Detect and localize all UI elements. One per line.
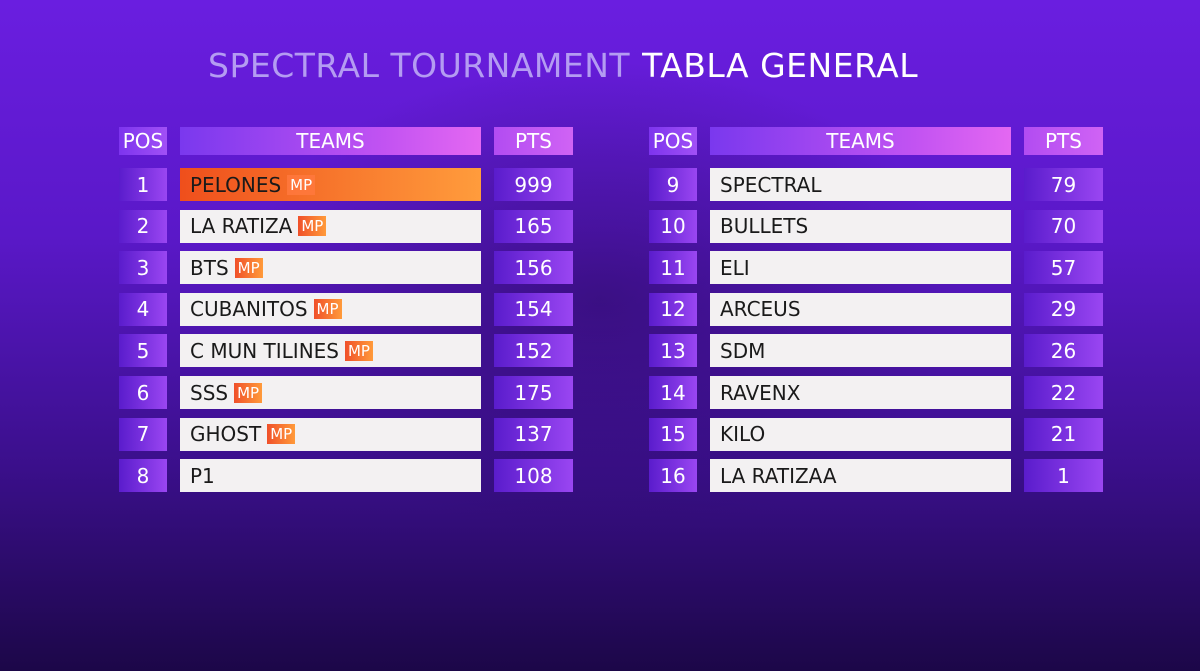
team-name: C MUN TILINES xyxy=(190,338,339,363)
team-name: SPECTRAL xyxy=(720,172,822,197)
team-name: ARCEUS xyxy=(720,297,801,322)
team-cell: P1 xyxy=(180,459,481,493)
team-name: CUBANITOS xyxy=(190,297,308,322)
points: 165 xyxy=(494,209,573,243)
mp-badge: MP xyxy=(313,299,342,320)
team-name: ELI xyxy=(720,255,750,280)
team-cell: BULLETS xyxy=(710,209,1011,243)
points: 152 xyxy=(494,334,573,368)
team-cell: BTS MP xyxy=(180,251,481,285)
points: 57 xyxy=(1024,251,1103,285)
position: 10 xyxy=(649,209,697,243)
team-cell: CUBANITOS MP xyxy=(180,292,481,326)
position: 6 xyxy=(119,376,167,409)
position: 1 xyxy=(119,168,167,201)
team-cell: SDM xyxy=(710,334,1011,368)
teams-header: TEAMS xyxy=(180,127,481,155)
team-cell: ARCEUS xyxy=(710,292,1011,326)
position: 13 xyxy=(649,334,697,368)
position: 14 xyxy=(649,376,697,409)
points: 22 xyxy=(1024,376,1103,409)
title-main: TABLA GENERAL xyxy=(642,46,919,85)
team-name: P1 xyxy=(190,463,215,488)
position: 4 xyxy=(119,292,167,326)
team-cell: LA RATIZA MP xyxy=(180,209,481,243)
title: SPECTRAL TOURNAMENT TABLA GENERAL xyxy=(208,46,918,85)
team-cell: SSS MP xyxy=(180,376,481,409)
position: 5 xyxy=(119,334,167,368)
team-cell: KILO xyxy=(710,417,1011,451)
team-name: BTS xyxy=(190,255,229,280)
team-name: PELONES xyxy=(190,172,282,197)
points: 70 xyxy=(1024,209,1103,243)
team-name: LA RATIZA xyxy=(190,214,293,239)
team-cell: RAVENX xyxy=(710,376,1011,409)
points: 156 xyxy=(494,251,573,285)
mp-badge: MP xyxy=(298,216,327,237)
team-name: LA RATIZAA xyxy=(720,463,837,488)
points: 108 xyxy=(494,459,573,493)
team-cell: SPECTRAL xyxy=(710,168,1011,201)
title-lead: SPECTRAL TOURNAMENT xyxy=(208,46,631,85)
team-cell: LA RATIZAA xyxy=(710,459,1011,493)
position: 2 xyxy=(119,209,167,243)
team-cell: GHOST MP xyxy=(180,417,481,451)
mp-badge: MP xyxy=(344,340,373,361)
position: 11 xyxy=(649,251,697,285)
position: 16 xyxy=(649,459,697,493)
position: 8 xyxy=(119,459,167,493)
points: 29 xyxy=(1024,292,1103,326)
team-name: BULLETS xyxy=(720,214,809,239)
points: 21 xyxy=(1024,417,1103,451)
team-name: SSS xyxy=(190,380,229,405)
mp-badge: MP xyxy=(234,382,263,403)
points: 999 xyxy=(494,168,573,201)
position: 3 xyxy=(119,251,167,285)
pts-header: PTS xyxy=(1024,127,1103,155)
position: 12 xyxy=(649,292,697,326)
mp-badge: MP xyxy=(287,174,316,195)
team-cell: ELI xyxy=(710,251,1011,285)
teams-header: TEAMS xyxy=(710,127,1011,155)
points: 1 xyxy=(1024,459,1103,493)
position: 9 xyxy=(649,168,697,201)
team-name: SDM xyxy=(720,338,766,363)
team-name: RAVENX xyxy=(720,380,801,405)
position: 15 xyxy=(649,417,697,451)
points: 137 xyxy=(494,417,573,451)
points: 154 xyxy=(494,292,573,326)
position: 7 xyxy=(119,417,167,451)
pts-header: PTS xyxy=(494,127,573,155)
pos-header: POS xyxy=(119,127,167,155)
points: 79 xyxy=(1024,168,1103,201)
team-name: KILO xyxy=(720,422,766,447)
team-cell: PELONES MP xyxy=(180,168,481,201)
pos-header: POS xyxy=(649,127,697,155)
mp-badge: MP xyxy=(267,424,296,445)
points: 175 xyxy=(494,376,573,409)
mp-badge: MP xyxy=(234,257,263,278)
team-name: GHOST xyxy=(190,422,262,447)
team-cell: C MUN TILINES MP xyxy=(180,334,481,368)
points: 26 xyxy=(1024,334,1103,368)
